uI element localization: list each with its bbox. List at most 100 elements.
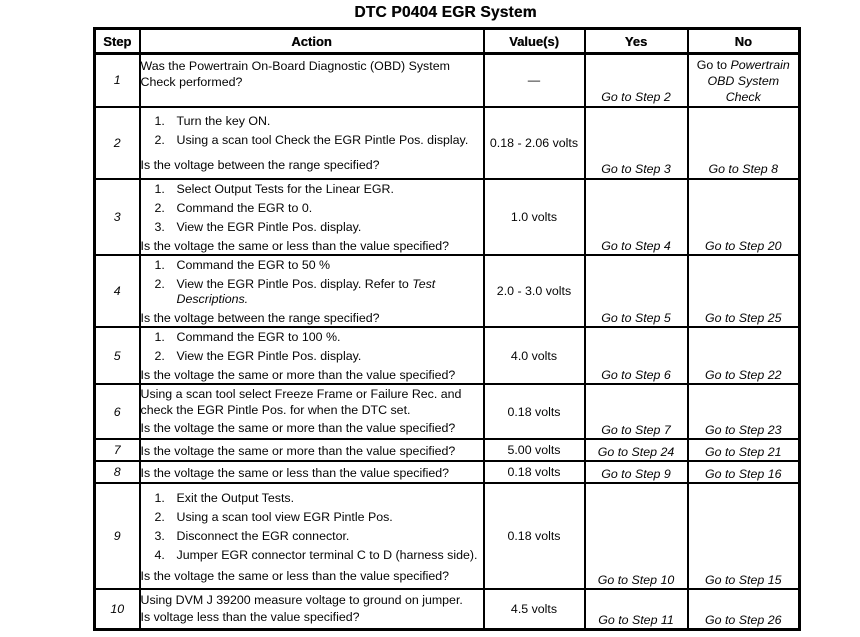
text: Was the Powertrain On-Board Diagnostic (… [140, 59, 450, 90]
value-cell: 0.18 volts [482, 383, 586, 441]
action-cell: 1. Turn the key ON. 2. Using a scan tool Ch… [138, 105, 485, 180]
step-cell: 6 [93, 383, 141, 441]
scanned-manual-page: DTC P0404 EGR System Step Action Value(s… [0, 4, 860, 637]
text: 0.18 volts [507, 404, 561, 419]
text: Command the EGR to 100 %. [176, 330, 341, 344]
action-item: 1. Select Output Tests for the Linear EGR… [155, 182, 482, 197]
text: 8 [113, 465, 121, 480]
item-number: 4. [154, 548, 165, 562]
item-number: 2. [154, 509, 165, 524]
text: 0.18 - 2.06 volts [489, 135, 579, 150]
yes-cell: Go to Step 4 [583, 177, 689, 256]
action-item: 2. Using a scan tool Check the EGR Pintle… [155, 133, 482, 148]
yes-cell: Go to Step 10 [583, 482, 689, 591]
text: 7 [113, 443, 121, 458]
item-text: View the EGR Pintle Pos. display. [176, 219, 482, 235]
text: Using DVM J 39200 measure voltage to gro… [140, 592, 463, 607]
text: Go to Step 26 [705, 612, 782, 627]
action-item: 3. Disconnect the EGR connector. [155, 529, 482, 544]
text: Is the voltage the same or less than the… [140, 238, 450, 253]
action-item: 2. View the EGR Pintle Pos. display. Refe… [155, 276, 482, 307]
action-cell: Using a scan tool select Freeze Frame or… [138, 383, 485, 441]
table-row: 4 1. Command the EGR to 50 % 2. View the EGR… [93, 253, 801, 329]
text: — [527, 73, 541, 88]
text: 6 [113, 404, 121, 419]
step-cell: 3 [93, 177, 141, 256]
text: Go to Step 7 [601, 423, 671, 437]
yes-cell: Go to Step 2 [583, 52, 689, 108]
text: Is the voltage the same or less than the… [140, 568, 450, 583]
action-content: Using DVM J 39200 measure voltage to gro… [140, 592, 482, 626]
text: Is the voltage the same or more than the… [140, 368, 456, 383]
text: View the EGR Pintle Pos. display. [176, 219, 362, 234]
item-text: Disconnect the EGR connector. [177, 529, 482, 544]
no-cell: Go to Step 22 [686, 325, 801, 386]
text: Is the voltage between the range specifi… [140, 158, 380, 173]
item-number: 2. [154, 200, 165, 215]
action-content: 1. Select Output Tests for the Linear EGR… [140, 181, 482, 253]
value-cell: 4.5 volts [482, 588, 586, 631]
table-header: Step Action Value(s) Yes No [93, 27, 801, 55]
text: Go to Step 8 [708, 162, 779, 177]
table-row: 7 Is the voltage the same or more than th… [93, 438, 801, 463]
action-cell: Is the voltage the same or more than the… [138, 438, 485, 463]
action-item: 2. Using a scan tool view EGR Pintle Pos. [154, 509, 482, 525]
action-question: Is voltage less than the value specified… [140, 608, 482, 625]
step-cell: 8 [93, 460, 141, 485]
action-text: Was the Powertrain On-Board Diagnostic (… [140, 59, 482, 91]
step-cell: 5 [93, 325, 141, 386]
step-cell: 4 [93, 253, 141, 329]
item-text: Command the EGR to 50 % [177, 258, 482, 273]
no-cell: Go to Powertrain OBD System Check [686, 52, 801, 108]
text: Go to Step 16 [705, 467, 782, 481]
text: Go to [696, 58, 731, 73]
item-number: 1. [154, 490, 165, 505]
text: 5 [113, 348, 121, 363]
action-item: 2. View the EGR Pintle Pos. display. [155, 349, 482, 364]
yes-cell: Go to Step 11 [583, 588, 689, 631]
text: View the EGR Pintle Pos. display. Refer … [176, 276, 413, 291]
yes-cell: Go to Step 7 [583, 383, 689, 441]
text: Command the EGR to 0. [176, 200, 313, 215]
yes-cell: Go to Step 5 [583, 253, 689, 329]
action-cell: Using DVM J 39200 measure voltage to gro… [138, 588, 485, 631]
item-text: Command the EGR to 100 %. [176, 330, 482, 345]
text: Go to Step 23 [705, 423, 782, 437]
text: Is the voltage the same or more than the… [140, 421, 456, 436]
action-question: Is the voltage between the range specifi… [142, 309, 482, 325]
table-row: 10 Using DVM J 39200 measure voltage to g… [93, 588, 801, 631]
value-cell: 2.0 - 3.0 volts [482, 253, 586, 329]
text: Using a scan tool select Freeze Frame or… [140, 387, 462, 418]
text: Go to Step 25 [705, 310, 782, 325]
action-content: 1. Exit the Output Tests. 2. Using a scan t… [140, 489, 482, 584]
action-question: Is the voltage the same or more than the… [140, 366, 482, 383]
table-row: 2 1. Turn the key ON. 2. Using a scan tool C… [93, 105, 801, 180]
italic-text: Powertrain OBD System Check [707, 58, 790, 105]
italic-text: Test Descriptions. [176, 276, 436, 306]
text: Go to Step 22 [705, 368, 782, 382]
item-text: Jumper EGR connector terminal C to D (ha… [177, 548, 482, 563]
action-cell: Is the voltage the same or less than the… [138, 460, 485, 485]
text: Is the voltage the same or less than the… [140, 465, 450, 480]
no-cell: Go to Step 25 [686, 253, 801, 329]
action-question: Is the voltage the same or less than the… [140, 567, 482, 584]
text: 10 [110, 601, 125, 616]
action-question: Is the voltage the same or less than the… [140, 237, 482, 253]
table-row: 1 Was the Powertrain On-Board Diagnostic … [93, 52, 801, 108]
text: Go to Step 6 [601, 368, 671, 382]
action-content: Is the voltage the same or less than the… [140, 464, 482, 481]
text: 2.0 - 3.0 volts [496, 283, 572, 298]
item-number: 1. [154, 114, 165, 128]
text: 2 [113, 135, 121, 150]
action-question: Is the voltage between the range specifi… [140, 156, 482, 173]
action-content: 1. Command the EGR to 50 % 2. View the EGR … [142, 257, 482, 325]
action-item: 1. Exit the Output Tests. [154, 490, 482, 506]
action-text: Using a scan tool select Freeze Frame or… [140, 387, 482, 419]
text: Go to Step 15 [705, 573, 782, 587]
text: Is voltage less than the value specified… [140, 610, 360, 625]
action-cell: Was the Powertrain On-Board Diagnostic (… [138, 52, 485, 108]
text: Go to Step 5 [601, 310, 671, 325]
item-text: Command the EGR to 0. [176, 200, 482, 216]
action-item: 1. Command the EGR to 50 % [155, 258, 482, 273]
text: Using a scan tool Check the EGR Pintle P… [176, 133, 469, 148]
